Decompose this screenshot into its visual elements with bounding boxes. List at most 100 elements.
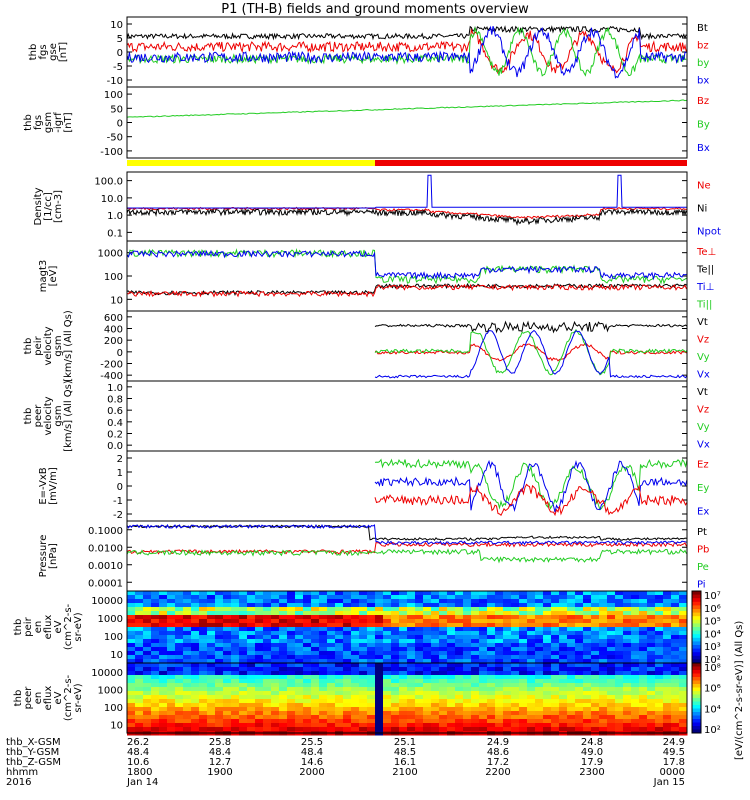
footer-value: 48.6 bbox=[487, 747, 509, 758]
heatmap-cell bbox=[431, 635, 440, 640]
heatmap-cell bbox=[639, 687, 648, 692]
heatmap-cell bbox=[351, 615, 360, 620]
heatmap-cell bbox=[487, 639, 496, 644]
heatmap-cell bbox=[263, 671, 272, 676]
heatmap-cell bbox=[423, 671, 432, 676]
heatmap-cell bbox=[455, 651, 464, 656]
heatmap-cell bbox=[423, 711, 432, 716]
heatmap-cell bbox=[607, 591, 616, 596]
heatmap-cell bbox=[375, 611, 384, 616]
heatmap-cell bbox=[551, 663, 560, 668]
heatmap-cell bbox=[575, 603, 584, 608]
heatmap-cell bbox=[455, 671, 464, 676]
heatmap-cell bbox=[647, 611, 656, 616]
heatmap-cell bbox=[599, 719, 608, 724]
heatmap-cell bbox=[575, 635, 584, 640]
heatmap-cell bbox=[663, 631, 672, 636]
heatmap-cell bbox=[231, 723, 240, 728]
heatmap-cell bbox=[167, 723, 176, 728]
panel-frame bbox=[126, 450, 688, 522]
heatmap-cell bbox=[239, 655, 248, 660]
heatmap-cell bbox=[223, 703, 232, 708]
heatmap-cell bbox=[623, 595, 632, 600]
heatmap-cell bbox=[679, 643, 688, 648]
heatmap-cell bbox=[463, 679, 472, 684]
heatmap-cell bbox=[543, 667, 552, 672]
heatmap-cell bbox=[151, 631, 160, 636]
panel-frame bbox=[126, 662, 688, 734]
heatmap-cell bbox=[415, 643, 424, 648]
heatmap-cell bbox=[383, 715, 392, 720]
heatmap-cell bbox=[399, 599, 408, 604]
heatmap-cell bbox=[623, 663, 632, 668]
legend-Bx: Bx bbox=[697, 143, 710, 154]
heatmap-cell bbox=[471, 599, 480, 604]
heatmap-cell bbox=[303, 595, 312, 600]
heatmap-cell bbox=[359, 675, 368, 680]
heatmap-cell bbox=[319, 651, 328, 656]
heatmap-cell bbox=[567, 659, 576, 664]
heatmap-cell bbox=[519, 719, 528, 724]
heatmap-cell bbox=[591, 639, 600, 644]
heatmap-cell bbox=[431, 627, 440, 632]
heatmap-cell bbox=[535, 611, 544, 616]
heatmap-cell bbox=[471, 647, 480, 652]
heatmap-cell bbox=[239, 611, 248, 616]
heatmap-cell bbox=[447, 675, 456, 680]
chart-title: P1 (TH-B) fields and ground moments over… bbox=[221, 2, 529, 17]
heatmap-cell bbox=[431, 695, 440, 700]
heatmap-cell bbox=[279, 635, 288, 640]
heatmap-cell bbox=[303, 651, 312, 656]
heatmap-cell bbox=[223, 603, 232, 608]
heatmap-cell bbox=[431, 615, 440, 620]
panel-frame bbox=[126, 520, 688, 592]
legend-Npot: Npot bbox=[697, 227, 721, 238]
heatmap-cell bbox=[599, 711, 608, 716]
y-tick-label: 10 bbox=[110, 20, 123, 31]
y-axis-label-line: en bbox=[33, 692, 44, 705]
heatmap-cell bbox=[151, 727, 160, 732]
heatmap-cell bbox=[279, 695, 288, 700]
heatmap-cell bbox=[679, 679, 688, 684]
heatmap-cell bbox=[479, 675, 488, 680]
heatmap-cell bbox=[175, 643, 184, 648]
heatmap-cell bbox=[287, 619, 296, 624]
heatmap-cell bbox=[663, 683, 672, 688]
colorbar-cell bbox=[692, 591, 701, 596]
heatmap-cell bbox=[295, 711, 304, 716]
heatmap-cell bbox=[247, 719, 256, 724]
heatmap-cell bbox=[631, 607, 640, 612]
heatmap-cell bbox=[527, 647, 536, 652]
heatmap-cell bbox=[271, 675, 280, 680]
heatmap-cell bbox=[231, 719, 240, 724]
heatmap-cell bbox=[375, 667, 384, 672]
heatmap-cell bbox=[183, 719, 192, 724]
heatmap-cell bbox=[663, 591, 672, 596]
heatmap-cell bbox=[359, 623, 368, 628]
heatmap-cell bbox=[495, 599, 504, 604]
heatmap-cell bbox=[391, 675, 400, 680]
heatmap-cell bbox=[167, 691, 176, 696]
heatmap-cell bbox=[287, 707, 296, 712]
heatmap-cell bbox=[439, 651, 448, 656]
heatmap-cell bbox=[359, 699, 368, 704]
heatmap-cell bbox=[647, 715, 656, 720]
heatmap-cell bbox=[647, 699, 656, 704]
heatmap-cell bbox=[663, 623, 672, 628]
heatmap-cell bbox=[455, 675, 464, 680]
colorbar-tick: 10⁴ bbox=[704, 629, 721, 640]
heatmap-cell bbox=[247, 595, 256, 600]
heatmap-cell bbox=[287, 691, 296, 696]
heatmap-cell bbox=[335, 687, 344, 692]
heatmap-cell bbox=[175, 711, 184, 716]
heatmap-cell bbox=[463, 603, 472, 608]
footer-value: 16.1 bbox=[394, 757, 416, 768]
heatmap-cell bbox=[463, 651, 472, 656]
heatmap-cell bbox=[215, 727, 224, 732]
heatmap-cell bbox=[295, 623, 304, 628]
heatmap-cell bbox=[407, 651, 416, 656]
heatmap-cell bbox=[135, 639, 144, 644]
heatmap-cell bbox=[327, 663, 336, 668]
heatmap-cell bbox=[639, 623, 648, 628]
heatmap-cell bbox=[455, 659, 464, 664]
